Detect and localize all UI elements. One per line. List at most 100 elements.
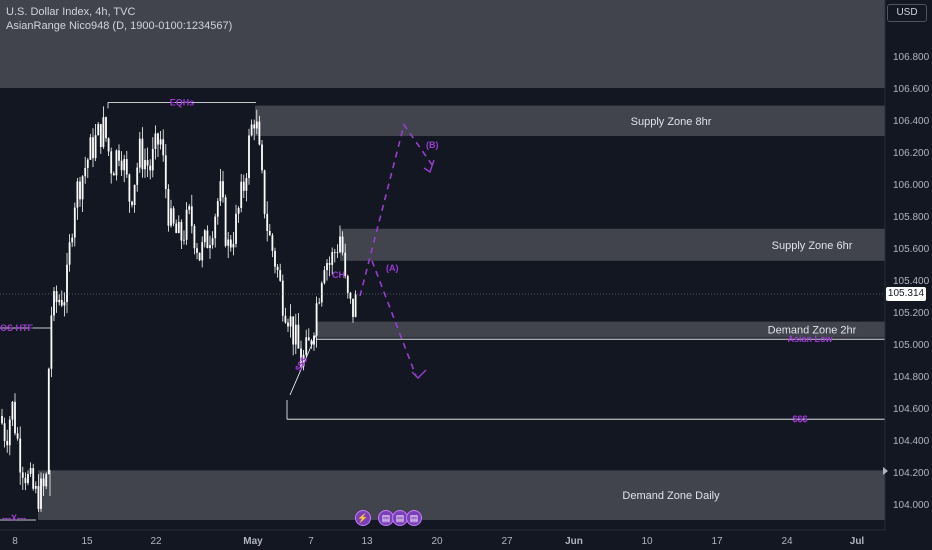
candle-body: [73, 207, 76, 238]
candle-body: [154, 133, 157, 149]
price-axis-background: [885, 0, 932, 550]
candle-body: [97, 124, 100, 136]
candle-body: [79, 181, 81, 200]
candle-body: [263, 170, 266, 214]
x-tick-label: 7: [308, 536, 314, 547]
candle-body: [255, 121, 258, 129]
candle-body: [344, 252, 347, 276]
candle-body: [6, 440, 9, 446]
y-tick-label: 105.400: [893, 276, 930, 287]
candle-body: [235, 213, 237, 244]
y-tick-label: 105.000: [893, 340, 930, 351]
candle-body: [50, 315, 53, 369]
candle-body: [284, 315, 287, 323]
candle-body: [310, 340, 313, 345]
x-tick-label: 20: [431, 536, 443, 547]
zone-rect-1: [255, 105, 885, 136]
x-tick-label: 10: [641, 536, 653, 547]
candle-body: [81, 176, 84, 200]
event-flag-icon-3[interactable]: ▤: [406, 510, 422, 526]
zones-layer: Supply Zone 8hr Supply Zone 6hr Demand Zon…: [0, 0, 885, 520]
wave-a-label: (A): [386, 263, 399, 273]
candle-body: [216, 201, 219, 217]
candle-body: [29, 468, 32, 474]
candle-body: [268, 230, 271, 236]
projection-path-a: [371, 260, 417, 377]
zone-label: Demand Zone 2hr: [768, 325, 857, 337]
candle-body: [224, 197, 227, 246]
x-tick-label: May: [243, 536, 263, 547]
candle-body: [287, 322, 289, 327]
os-htf-label: OS HTF: [0, 323, 34, 333]
candle-body: [180, 221, 183, 241]
candle-body: [229, 239, 232, 248]
candle-body: [105, 117, 107, 139]
x-tick-label: 27: [501, 536, 513, 547]
candle-body: [58, 299, 61, 303]
candle-body: [214, 216, 217, 239]
candle-body: [242, 181, 245, 191]
time-axis[interactable]: 8 15 22 May 7 13 20 27 Jun 10 17 24 Jul: [12, 536, 864, 547]
candle-body: [294, 324, 297, 345]
candle-body: [151, 148, 154, 171]
x-tick-label: 24: [781, 536, 793, 547]
candle-body: [185, 209, 188, 240]
candle-body: [120, 160, 123, 171]
candle-body: [170, 208, 172, 226]
candle-body: [112, 173, 115, 176]
candle-body: [94, 135, 97, 159]
candle-body: [138, 138, 141, 168]
y-tick-label: 106.200: [893, 148, 930, 159]
candle-body: [222, 181, 224, 198]
candle-body: [68, 242, 71, 265]
candle-body: [209, 245, 211, 248]
y-tick-label: 104.600: [893, 404, 930, 415]
asian-low-label: Asian Low: [787, 334, 833, 344]
candle-body: [289, 316, 292, 327]
candle-body: [331, 252, 334, 265]
y-tick-label: 104.000: [893, 500, 930, 511]
price-axis[interactable]: 106.800 106.600 106.400 106.200 106.000 105.8…: [893, 52, 930, 511]
candle-body: [172, 208, 175, 224]
candle-body: [16, 433, 19, 439]
candle-body: [71, 237, 74, 243]
candle-body: [281, 280, 284, 316]
candle-body: [307, 337, 310, 341]
axis-scroll-arrow-icon[interactable]: [883, 467, 888, 475]
candle-body: [276, 266, 279, 271]
candle-body: [354, 294, 357, 317]
candle-body: [55, 291, 58, 303]
event-lightning-icon[interactable]: ⚡: [355, 510, 371, 526]
candle-body: [99, 124, 102, 147]
candle-body: [339, 236, 341, 253]
candle-body: [47, 368, 50, 474]
candles-layer: [1, 106, 357, 512]
current-price-tag: 105.314: [886, 287, 926, 301]
candle-body: [125, 159, 128, 175]
candle-body: [144, 160, 146, 170]
candle-body: [349, 292, 352, 299]
candle-body: [115, 150, 118, 176]
candle-body: [27, 473, 29, 484]
candle-body: [274, 250, 276, 267]
currency-button[interactable]: USD: [887, 4, 927, 22]
y-tick-label: 106.600: [893, 84, 930, 95]
candle-body: [66, 264, 68, 303]
y-tick-label: 104.200: [893, 468, 930, 479]
candle-body: [162, 139, 165, 156]
candle-body: [86, 159, 89, 168]
zone-rect-3: [316, 321, 885, 338]
candle-body: [258, 121, 261, 145]
candle-body: [183, 239, 185, 241]
y-tick-label: 105.200: [893, 308, 930, 319]
candle-body: [323, 270, 326, 284]
candle-body: [14, 401, 16, 434]
candle-body: [266, 213, 269, 231]
candle-body: [11, 401, 14, 420]
zone-label: Demand Zone Daily: [622, 490, 720, 502]
candle-body: [318, 302, 321, 304]
candle-body: [201, 242, 204, 261]
candle-body: [141, 138, 144, 170]
candle-body: [198, 252, 201, 261]
